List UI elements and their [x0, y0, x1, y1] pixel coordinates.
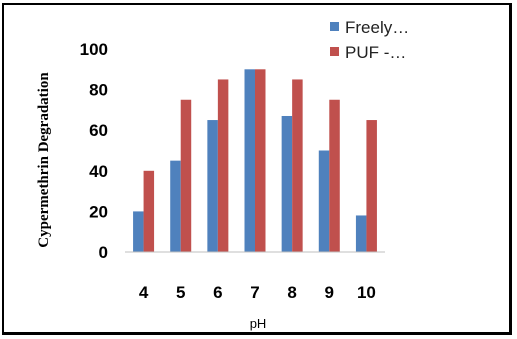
legend-swatch-series1 — [330, 22, 339, 31]
bar-series1-8 — [281, 115, 293, 253]
x-tick-label: 10 — [357, 283, 376, 302]
bar-series1-10 — [355, 215, 367, 252]
bar-series2-6 — [217, 79, 229, 252]
bars-group — [133, 69, 377, 253]
x-axis-label: pH — [250, 316, 267, 331]
x-tick-label: 8 — [287, 283, 296, 302]
bar-series2-9 — [329, 99, 340, 252]
bar-series2-10 — [366, 120, 377, 252]
legend-swatch-series2 — [330, 47, 339, 56]
bar-series1-9 — [318, 150, 330, 252]
bar-series1-7 — [244, 69, 255, 252]
legend-label-series1: Freely… — [345, 18, 409, 37]
x-ticks-group: 4 5 6 7 8 9 10 — [139, 283, 376, 302]
y-axis-label: Cypermethrin Degradation — [36, 72, 52, 248]
bar-series2-7 — [255, 69, 266, 252]
y-tick-label: 80 — [89, 81, 108, 100]
x-tick-label: 4 — [139, 283, 149, 302]
y-ticks-group: 0 20 40 60 80 100 — [80, 40, 108, 262]
y-tick-label: 60 — [89, 121, 108, 140]
x-tick-label: 5 — [176, 283, 185, 302]
legend-label-series2: PUF -… — [345, 43, 406, 62]
bar-series2-5 — [180, 99, 192, 252]
x-tick-label: 6 — [213, 283, 222, 302]
x-tick-label: 9 — [325, 283, 334, 302]
legend: Freely… PUF -… — [330, 18, 409, 62]
x-tick-label: 7 — [250, 283, 259, 302]
y-tick-label: 20 — [89, 202, 108, 221]
y-tick-label: 0 — [99, 243, 108, 262]
y-tick-label: 40 — [89, 162, 108, 181]
bar-series1-6 — [207, 120, 218, 252]
bar-series2-8 — [292, 79, 303, 252]
bar-series2-4 — [143, 170, 155, 252]
bar-series1-4 — [133, 211, 144, 252]
y-tick-label: 100 — [80, 40, 108, 59]
bar-series1-5 — [170, 160, 181, 252]
